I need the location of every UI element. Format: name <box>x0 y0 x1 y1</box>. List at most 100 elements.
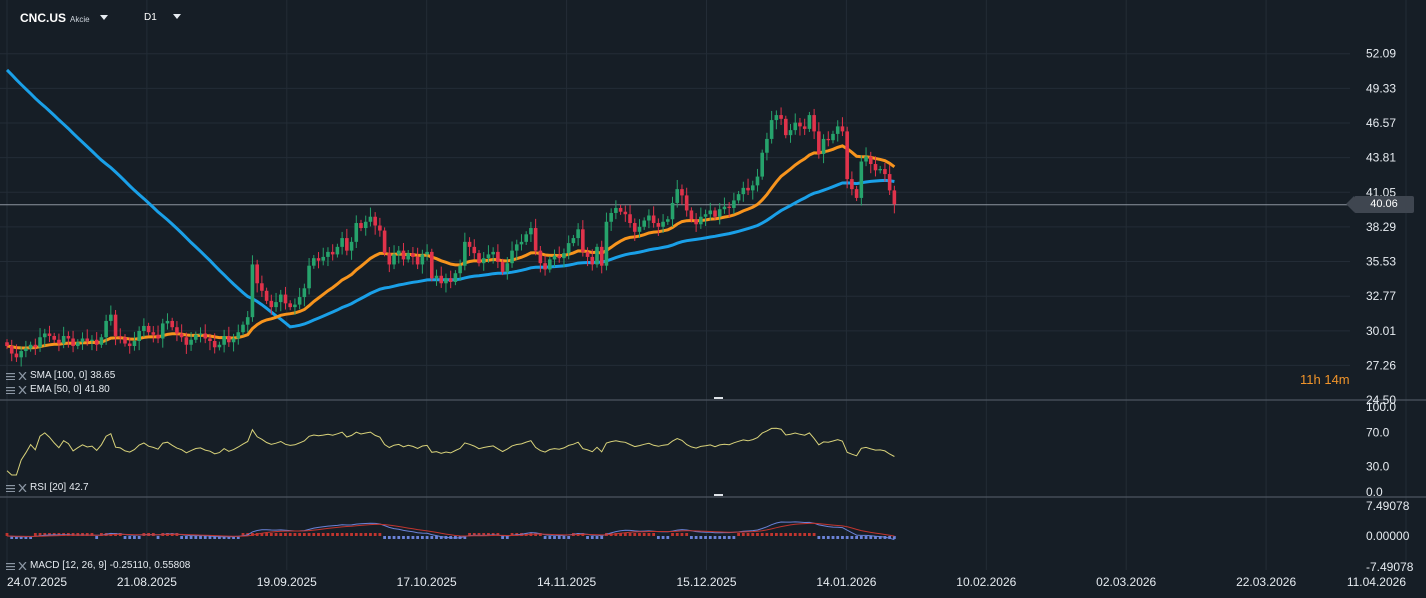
candle-body <box>684 195 689 211</box>
candle-body <box>260 283 264 291</box>
settings-icon[interactable] <box>6 386 15 394</box>
candle-body <box>878 169 882 171</box>
macd-histogram-bar <box>383 536 386 539</box>
rsi-tick-label: 0.0 <box>1366 485 1383 499</box>
macd-histogram-bar <box>199 536 202 539</box>
macd-histogram-bar <box>751 533 755 536</box>
time-tick-label: 14.11.2025 <box>537 575 596 589</box>
instrument-type: Akcie <box>70 15 90 24</box>
ema-legend: EMA [50, 0] 41.80 <box>6 384 110 395</box>
candle-body <box>264 290 269 301</box>
candle-body <box>415 256 420 265</box>
candle-body <box>581 229 585 252</box>
settings-icon[interactable] <box>6 484 15 492</box>
macd-histogram-bar <box>133 536 136 539</box>
candle-body <box>524 234 528 242</box>
candle-body <box>127 343 132 347</box>
candle-body <box>19 351 23 358</box>
price-tick-label: 41.05 <box>1366 185 1396 199</box>
candle-body <box>533 228 538 251</box>
timeframe-selector[interactable]: D1 <box>144 12 181 23</box>
candle-body <box>585 251 590 257</box>
macd-histogram-bar <box>81 533 84 536</box>
candle-body <box>354 223 359 242</box>
candle-body <box>345 238 349 251</box>
macd-histogram-bar <box>340 533 344 536</box>
macd-histogram-bar <box>543 536 547 539</box>
close-icon[interactable] <box>18 371 27 380</box>
macd-histogram-bar <box>671 533 674 536</box>
macd-histogram-bar <box>836 536 840 539</box>
macd-label: MACD [12, 26, 9] <box>30 560 107 571</box>
candle-body <box>184 337 189 345</box>
macd-legend: MACD [12, 26, 9] -0.25110, 0.55808 <box>6 560 190 571</box>
current-price-tag: 40.06 <box>1346 196 1414 214</box>
close-icon[interactable] <box>18 385 27 394</box>
price-axis: 52.09 49.33 46.57 43.81 41.05 38.29 35.53 32.77… <box>0 47 1396 407</box>
macd-histogram-bar <box>685 533 689 536</box>
candle-body <box>632 223 637 232</box>
candle-body <box>755 176 760 186</box>
macd-histogram-bar <box>784 533 788 536</box>
candles <box>5 107 897 367</box>
candle-body <box>892 190 897 205</box>
macd-signal-line <box>6 522 895 537</box>
candle-body <box>448 278 453 283</box>
candle-body <box>146 325 151 333</box>
candle-body <box>496 251 500 262</box>
settings-icon[interactable] <box>6 562 15 570</box>
candle-body <box>113 314 118 336</box>
candle-body <box>217 344 222 348</box>
candle-body <box>236 332 241 339</box>
macd-histogram-bar <box>567 536 571 539</box>
candle-body <box>274 302 278 308</box>
symbol-selector[interactable]: CNC.US Akcie <box>20 11 108 25</box>
candle-body <box>510 250 514 264</box>
macd-histogram-bar <box>260 533 264 536</box>
macd-tick-label: -7.49078 <box>1366 560 1414 574</box>
price-tick-label: 32.77 <box>1366 289 1396 303</box>
macd-histogram-bar <box>227 536 231 539</box>
candle-body <box>548 259 552 270</box>
macd-histogram-bar <box>369 533 372 536</box>
macd-histogram-bar <box>331 533 335 536</box>
rsi-tick-label: 70.0 <box>1366 426 1390 440</box>
time-axis: 24.07.2025 21.08.2025 19.09.2025 17.10.2025… <box>7 575 1406 589</box>
candle-body <box>137 330 141 342</box>
timeframe-label: D1 <box>144 12 157 23</box>
candle-body <box>425 251 429 255</box>
macd-tick-label: 0.00000 <box>1366 529 1410 543</box>
macd-histogram-bar <box>482 533 486 536</box>
time-tick-label: 14.01.2026 <box>816 575 876 589</box>
macd-histogram-bar <box>553 536 556 539</box>
candle-body <box>90 339 94 342</box>
close-icon[interactable] <box>18 561 27 570</box>
candle-body <box>170 320 174 328</box>
candle-body <box>203 333 208 339</box>
macd-histogram-bar <box>652 533 656 536</box>
candle-body <box>491 251 495 255</box>
macd-histogram-bar <box>307 533 311 536</box>
candle-body <box>784 118 788 136</box>
macd-histogram-bar <box>218 536 221 539</box>
candle-body <box>368 216 373 222</box>
candle-body <box>788 130 793 136</box>
macd-histogram-bar <box>850 536 854 539</box>
macd-histogram-bar <box>425 536 429 539</box>
macd-histogram-bar <box>387 536 391 539</box>
grid <box>0 0 1407 570</box>
candle-body <box>198 333 203 335</box>
price-tick-label: 52.09 <box>1366 47 1396 61</box>
macd-histogram-bar <box>279 533 283 536</box>
macd-histogram-bar <box>203 536 207 539</box>
close-icon[interactable] <box>18 483 27 492</box>
candle-body <box>444 278 448 284</box>
macd-histogram-bar <box>647 533 651 536</box>
candle-body <box>538 250 543 264</box>
macd-histogram-bar <box>326 533 330 536</box>
candle-body <box>99 337 104 345</box>
settings-icon[interactable] <box>6 372 15 380</box>
candle-body <box>24 348 28 352</box>
candle-body <box>165 320 170 324</box>
